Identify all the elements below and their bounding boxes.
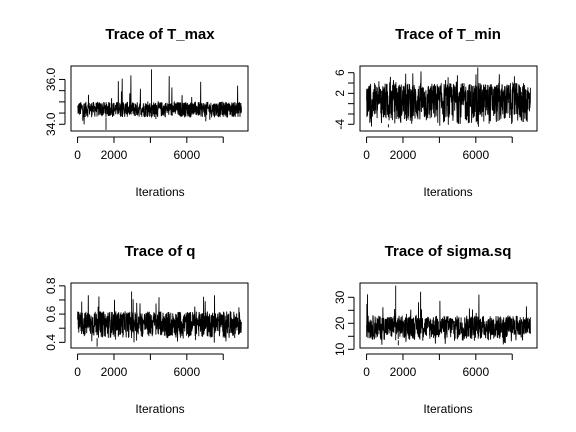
chart-title: Trace of q	[125, 243, 196, 260]
x-tick-label: 2000	[101, 148, 128, 162]
x-axis-label: Iterations	[135, 185, 184, 199]
plot-frame	[70, 65, 249, 132]
x-axis-label: Iterations	[423, 402, 472, 416]
x-axis-label: Iterations	[423, 185, 472, 199]
trace-line	[366, 67, 531, 128]
y-tick-label: 6	[333, 69, 347, 76]
trace-line	[77, 69, 242, 130]
plot-frame	[359, 65, 538, 132]
x-tick-label: 6000	[173, 148, 200, 162]
x-tick-label: 2000	[390, 365, 417, 379]
trace-panel-1: Trace of T_max 0 2000 6000 Iterations 34.0 36.…	[44, 26, 249, 199]
plot-frame	[70, 282, 249, 349]
trace-panel-2: Trace of T_min 0 2000 6000 Iterations -4 2 6	[333, 26, 538, 199]
x-tick-label: 6000	[173, 365, 200, 379]
chart-title: Trace of sigma.sq	[385, 243, 512, 260]
y-tick-label: 20	[333, 316, 347, 330]
x-axis-label: Iterations	[135, 402, 184, 416]
y-tick-label: 0.4	[44, 334, 58, 351]
y-tick-label: -4	[333, 119, 347, 130]
x-tick-label: 2000	[390, 148, 417, 162]
y-tick-label: 2	[333, 90, 347, 97]
trace-panel-3: Trace of q 0 2000 6000 Iterations 0.4 0.6 0.8	[44, 243, 249, 416]
x-tick-label: 0	[363, 365, 370, 379]
y-tick-label: 0.6	[44, 305, 58, 322]
x-tick-label: 0	[74, 365, 81, 379]
x-tick-label: 2000	[101, 365, 128, 379]
trace-line	[366, 285, 531, 346]
y-tick-label: 34.0	[44, 112, 58, 136]
x-tick-label: 6000	[462, 365, 489, 379]
y-tick-label: 0.8	[44, 277, 58, 294]
y-tick-label: 36.0	[44, 67, 58, 91]
trace-line	[77, 291, 242, 347]
x-tick-label: 0	[74, 148, 81, 162]
chart-title: Trace of T_min	[395, 26, 501, 43]
x-tick-label: 0	[363, 148, 370, 162]
y-tick-label: 30	[333, 290, 347, 304]
trace-panel-4: Trace of sigma.sq 0 2000 6000 Iterations 10 20…	[333, 243, 538, 416]
x-tick-label: 6000	[462, 148, 489, 162]
chart-title: Trace of T_max	[105, 26, 215, 43]
y-tick-label: 10	[333, 342, 347, 356]
plot-frame	[359, 282, 538, 349]
